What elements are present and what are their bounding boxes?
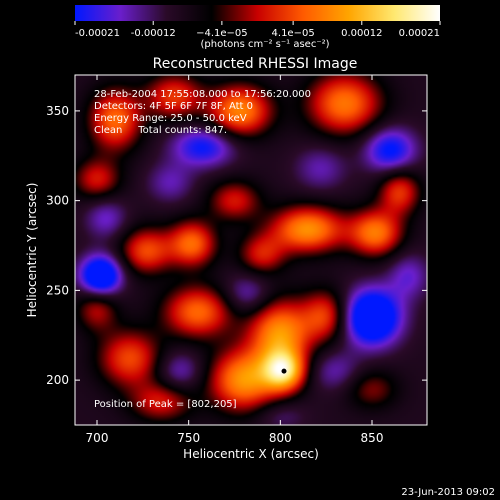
colorbar-tick-label: 0.00021 [399,28,440,39]
y-axis-ticks: 200 250 300 350 [46,104,427,387]
colorbar-tick-label: −4.1e−05 [196,28,248,39]
x-axis-label: Heliocentric X (arcsec) [183,447,319,461]
peak-marker [281,368,287,374]
x-tick-label: 800 [269,431,292,445]
annotation-peak-position: Position of Peak = [802,205] [94,399,237,410]
colorbar: -0.00021 -0.00012 −4.1e−05 4.1e−05 0.00012 0.… [74,5,441,50]
y-tick-label: 350 [46,104,69,118]
colorbar-tick-label: -0.00012 [131,28,176,39]
annotation-detectors: Detectors: 4F 5F 6F 7F 8F, Att 0 [94,101,253,112]
plot-frame [74,74,428,426]
x-axis-ticks: 700 750 800 850 [86,75,384,445]
heatmap-image [75,75,427,425]
colorbar-tick-label: 0.00012 [341,28,382,39]
annotation-time-range: 28-Feb-2004 17:55:08.000 to 17:56:20.000 [94,89,311,100]
x-tick-label: 850 [361,431,384,445]
y-tick-label: 300 [46,194,69,208]
colorbar-unit-label: (photons cm⁻² s⁻¹ asec⁻²) [200,39,329,50]
annotation-clean-counts: Clean Total counts: 847. [94,125,227,136]
annotation-energy-range: Energy Range: 25.0 - 50.0 keV [94,113,247,124]
y-axis-label: Heliocentric Y (arcsec) [25,183,39,318]
colorbar-tick-label: 4.1e−05 [272,28,315,39]
x-tick-label: 750 [177,431,200,445]
y-tick-label: 250 [46,283,69,297]
colorbar-gradient [75,5,440,21]
x-tick-label: 700 [86,431,109,445]
colorbar-ticks: -0.00021 -0.00012 −4.1e−05 4.1e−05 0.00012 0.… [74,21,441,39]
plot-area: 700 750 800 850 200 250 300 350 [46,74,428,445]
chart-title: Reconstructed RHESSI Image [153,56,358,72]
y-tick-label: 200 [46,373,69,387]
footer-date: 23-Jun-2013 09:02 [401,487,495,498]
annotation-block: 28-Feb-2004 17:55:08.000 to 17:56:20.000… [94,89,311,410]
colorbar-tick-label: -0.00021 [75,28,120,39]
